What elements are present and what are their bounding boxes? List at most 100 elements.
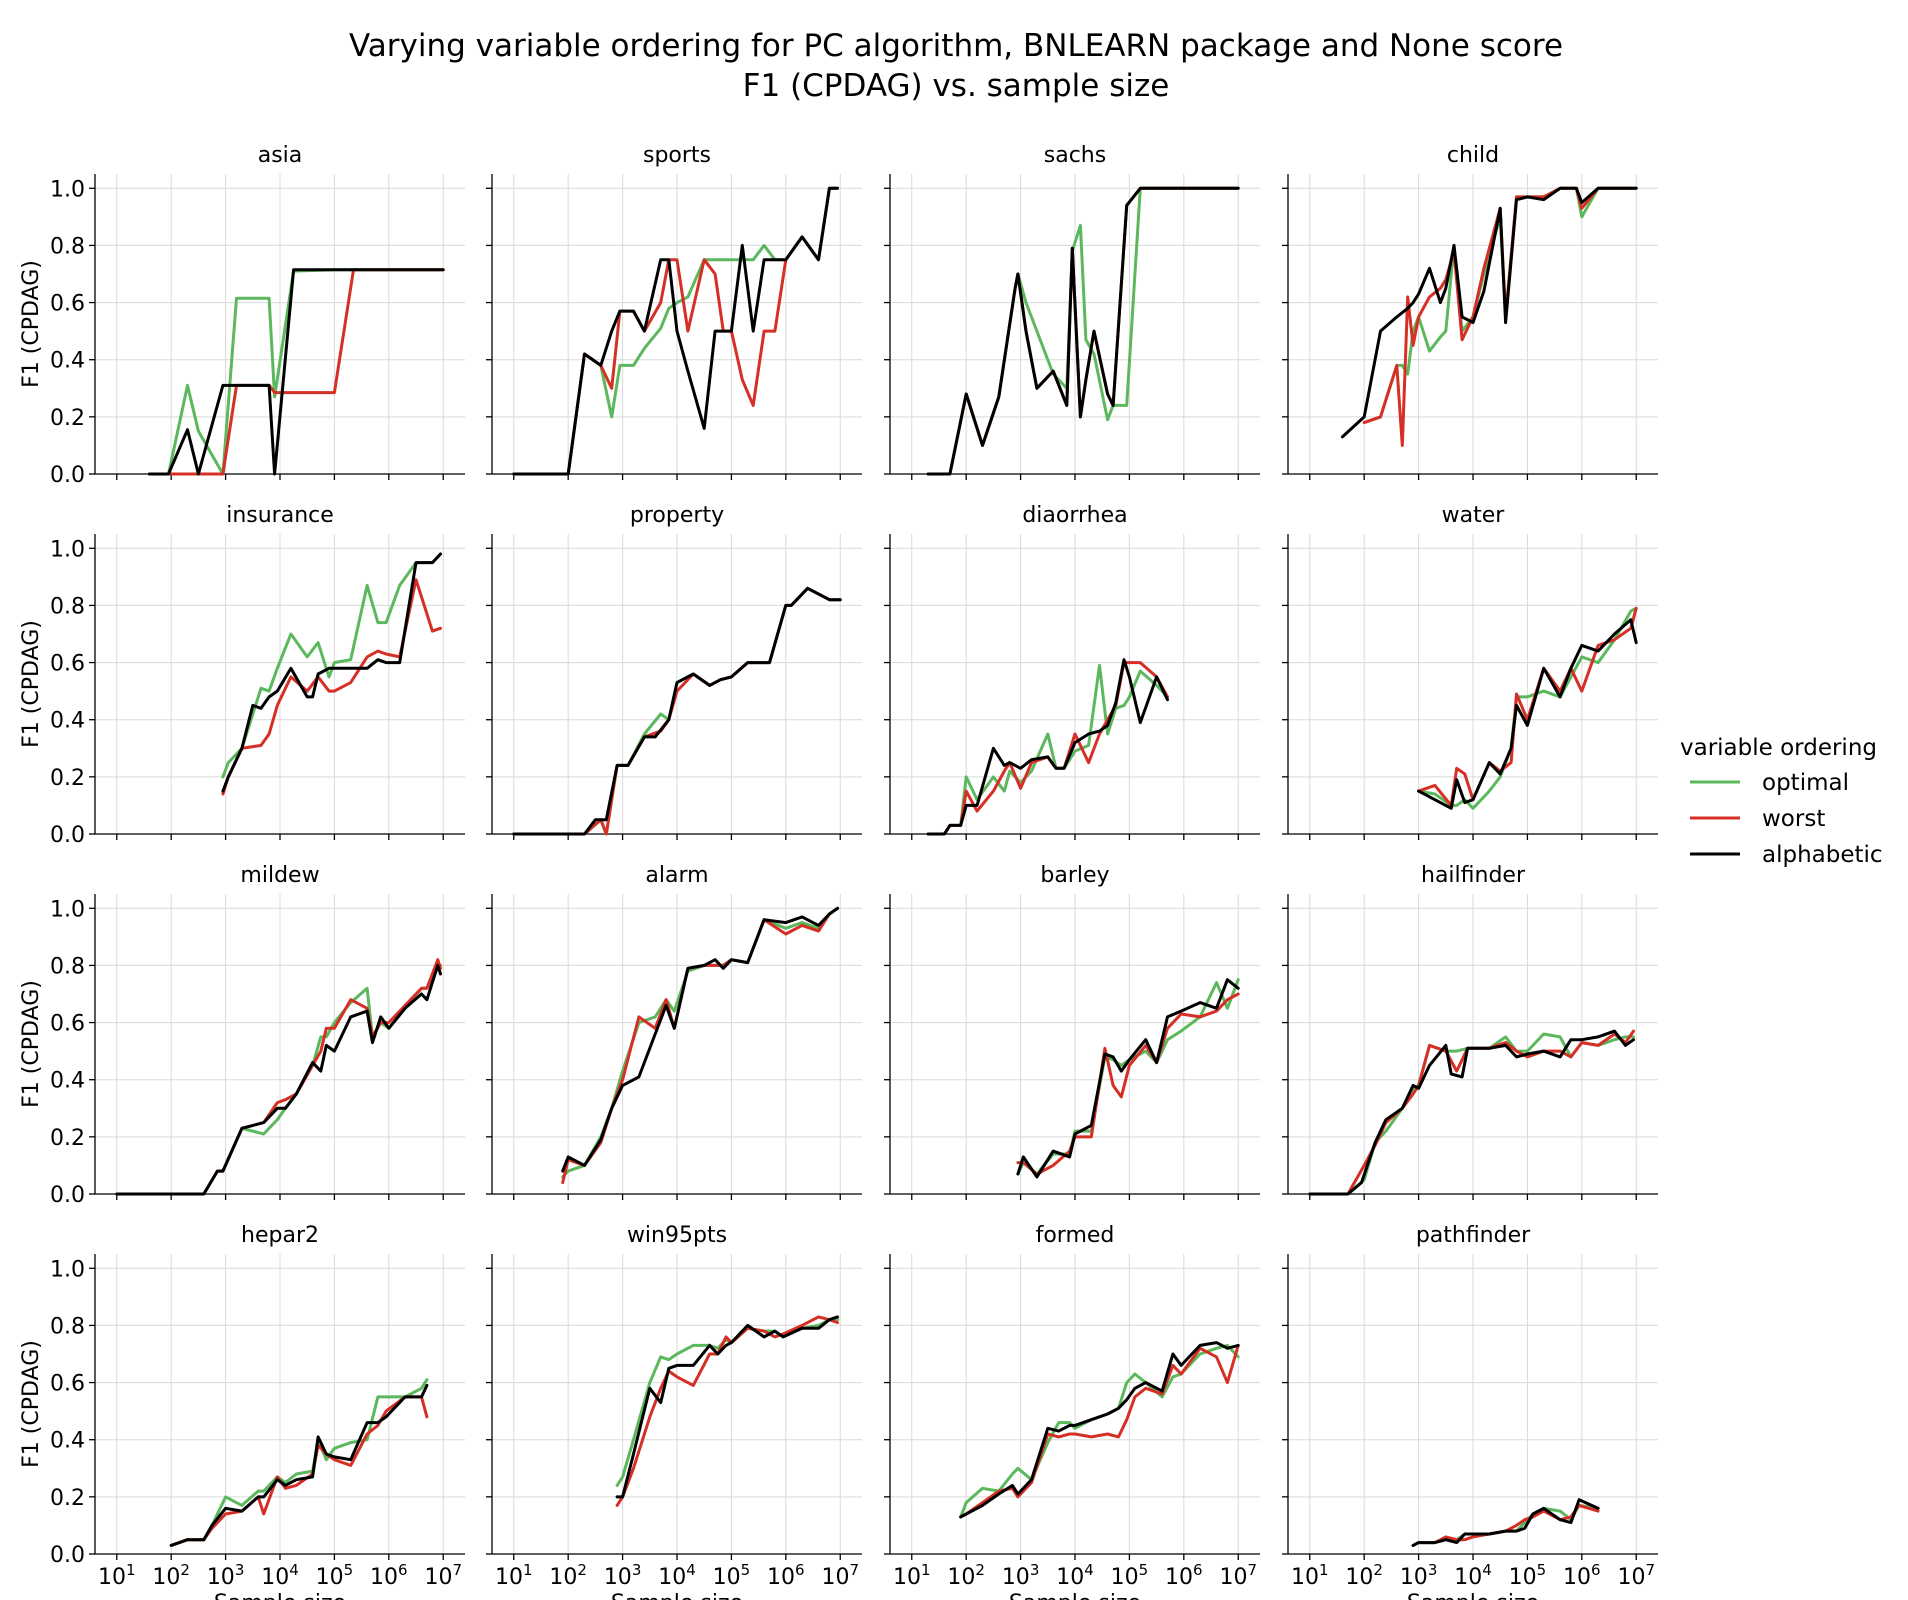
series-line-alphabetic	[147, 268, 445, 476]
panel-win95pts: win95pts 101 102 103 104 105 106 107 Sample size	[486, 1223, 862, 1600]
x-tick-label: 104	[658, 1561, 696, 1590]
panel-barley: barley	[884, 863, 1260, 1200]
panel-title: insurance	[226, 503, 334, 528]
x-tick-label: 102	[947, 1561, 985, 1590]
panel-insurance: insurance 0.0 0.2 0.4 0.6 0.8 1.0 F1 (CPDAG)	[19, 503, 465, 848]
x-tick-label: 104	[1056, 1561, 1094, 1590]
series-line-optimal	[1308, 1032, 1635, 1196]
panel-formed: formed 101 102 103 104 105 106 107 Sample size	[884, 1223, 1260, 1600]
series-line-worst	[926, 186, 1240, 476]
legend-label-optimal: optimal	[1762, 770, 1849, 796]
x-tick-label: 105	[1111, 1561, 1149, 1590]
series-line-optimal	[1016, 978, 1240, 1176]
y-axis-label: F1 (CPDAG)	[19, 1340, 44, 1468]
y-tick-label: 0.0	[50, 823, 85, 848]
series-line-alphabetic	[1417, 618, 1638, 810]
series-line-alphabetic	[1016, 978, 1240, 1179]
y-tick-label: 0.4	[50, 1429, 85, 1454]
y-tick-label: 0.4	[50, 349, 85, 374]
x-tick-label: 105	[1509, 1561, 1547, 1590]
series-line-worst	[959, 1343, 1240, 1519]
y-tick-label: 0.6	[50, 292, 85, 317]
x-tick-label: 107	[821, 1561, 859, 1590]
series-line-alphabetic	[615, 1315, 839, 1499]
series-line-optimal	[926, 663, 1169, 836]
series-line-alphabetic	[926, 186, 1240, 476]
series-line-worst	[1411, 1503, 1600, 1547]
y-tick-label: 1.0	[50, 897, 85, 922]
x-tick-label: 102	[1345, 1561, 1383, 1590]
y-tick-label: 0.8	[50, 954, 85, 979]
y-tick-label: 0.4	[50, 709, 85, 734]
series-line-worst	[1417, 606, 1638, 807]
panel-sachs: sachs	[884, 143, 1260, 480]
y-tick-label: 0.8	[50, 1314, 85, 1339]
x-axis-label: Sample size	[611, 1591, 743, 1600]
figure-title-line1: Varying variable ordering for PC algorit…	[349, 28, 1563, 64]
y-tick-label: 0.0	[50, 463, 85, 488]
panel-title: sports	[643, 143, 711, 168]
x-tick-label: 104	[261, 1561, 299, 1590]
panel-water: water	[1282, 503, 1658, 840]
y-tick-label: 1.0	[50, 1257, 85, 1282]
panel-alarm: alarm	[486, 863, 862, 1200]
panel-hailfinder: hailfinder	[1282, 863, 1658, 1200]
panel-title: mildew	[240, 863, 319, 888]
series-line-alphabetic	[1411, 1498, 1600, 1547]
x-tick-label: 107	[424, 1561, 462, 1590]
x-axis-label: Sample size	[1407, 1591, 1539, 1600]
x-axis-label: Sample size	[214, 1591, 346, 1600]
panel-title: property	[630, 503, 724, 528]
x-tick-label: 107	[1219, 1561, 1257, 1590]
y-tick-label: 1.0	[50, 537, 85, 562]
x-tick-label: 106	[370, 1561, 408, 1590]
x-tick-label: 102	[549, 1561, 587, 1590]
panel-title: asia	[258, 143, 303, 168]
panel-sports: sports	[486, 143, 862, 480]
series-line-alphabetic	[169, 1383, 429, 1547]
x-tick-label: 101	[893, 1561, 931, 1590]
panel-title: alarm	[645, 863, 708, 888]
series-line-optimal	[221, 552, 442, 779]
legend-label-worst: worst	[1762, 806, 1825, 832]
y-tick-label: 0.0	[50, 1543, 85, 1568]
panel-property: property	[486, 503, 862, 840]
series-line-worst	[147, 268, 445, 476]
y-tick-label: 0.2	[50, 406, 85, 431]
figure-title-line2: F1 (CPDAG) vs. sample size	[743, 68, 1170, 104]
panel-title: diaorrhea	[1022, 503, 1127, 528]
y-axis-label: F1 (CPDAG)	[19, 980, 44, 1108]
series-line-worst	[615, 1315, 839, 1507]
legend-title: variable ordering	[1680, 735, 1877, 761]
legend: variable ordering optimal worst alphabetic	[1680, 735, 1883, 868]
series-line-alphabetic	[1340, 186, 1638, 439]
series-line-alphabetic	[115, 963, 442, 1196]
x-tick-label: 104	[1454, 1561, 1492, 1590]
series-line-worst	[1308, 1029, 1635, 1196]
x-tick-label: 103	[1002, 1561, 1040, 1590]
y-tick-label: 0.6	[50, 652, 85, 677]
x-tick-label: 101	[98, 1561, 136, 1590]
y-axis-label: F1 (CPDAG)	[19, 260, 44, 388]
x-tick-label: 103	[604, 1561, 642, 1590]
panel-hepar2: hepar2 0.0 0.2 0.4 0.6 0.8 1.0 101 102 103 104 105 1…	[19, 1223, 465, 1600]
y-tick-label: 0.2	[50, 766, 85, 791]
y-tick-label: 0.8	[50, 594, 85, 619]
panel-title: child	[1447, 143, 1499, 168]
series-line-optimal	[169, 1378, 429, 1547]
panel-title: formed	[1036, 1223, 1115, 1248]
y-tick-label: 0.6	[50, 1012, 85, 1037]
panel-pathfinder: pathfinder 101 102 103 104 105 106 107 Sample si…	[1282, 1223, 1658, 1600]
x-axis-label: Sample size	[1009, 1591, 1141, 1600]
y-tick-label: 0.8	[50, 234, 85, 259]
panel-title: sachs	[1044, 143, 1106, 168]
panel-diaorrhea: diaorrhea	[884, 503, 1260, 840]
panel-child: child	[1282, 143, 1658, 480]
x-tick-label: 106	[767, 1561, 805, 1590]
series-line-worst	[115, 958, 442, 1196]
series-line-alphabetic	[221, 552, 442, 793]
x-tick-label: 105	[713, 1561, 751, 1590]
x-tick-label: 106	[1563, 1561, 1601, 1590]
series-line-alphabetic	[512, 186, 839, 476]
